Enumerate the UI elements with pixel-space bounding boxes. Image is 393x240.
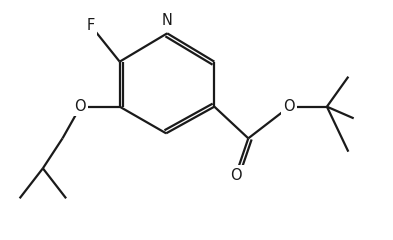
Text: O: O (230, 168, 242, 182)
Text: F: F (87, 18, 95, 34)
Text: N: N (162, 13, 173, 28)
Text: O: O (284, 99, 295, 114)
Text: O: O (75, 99, 86, 114)
